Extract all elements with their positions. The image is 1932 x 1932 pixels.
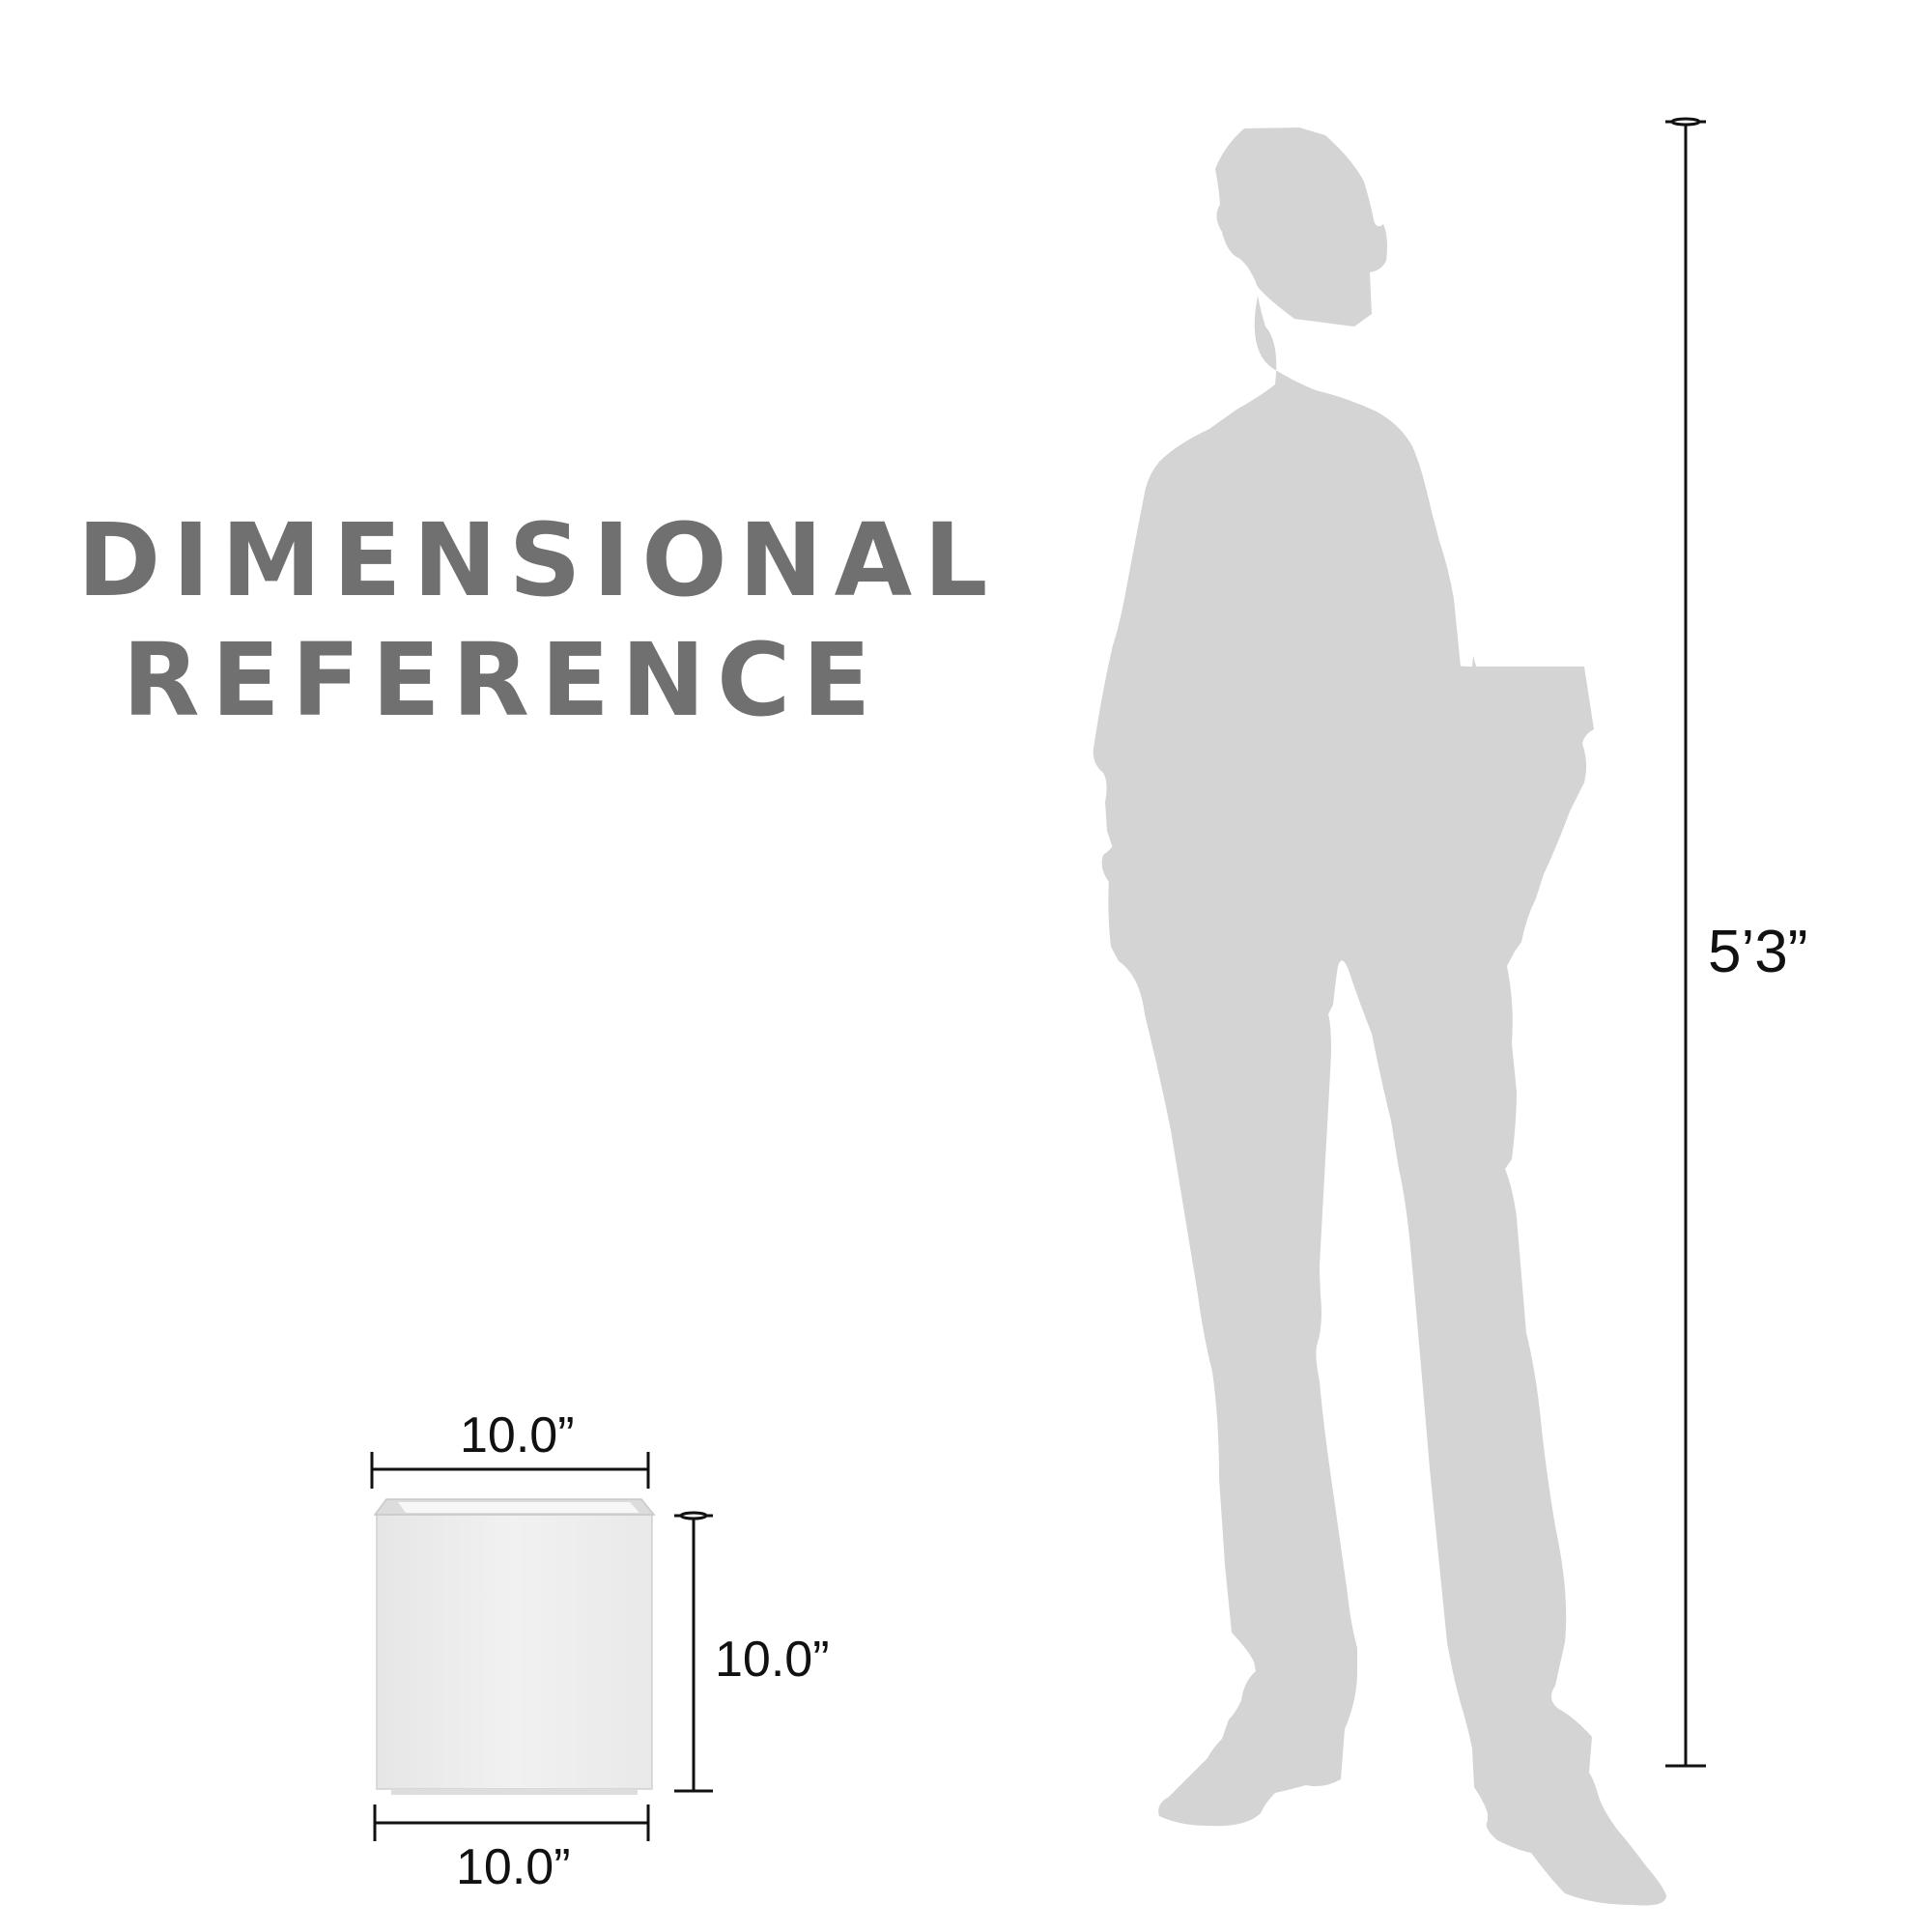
planter-top-width-dimension	[370, 1452, 650, 1489]
square-planter-icon	[373, 1498, 656, 1795]
planter-height-label: 10.0”	[715, 1632, 830, 1688]
title-line-1: DIMENSIONAL	[77, 501, 1000, 619]
planter-top-width-label: 10.0”	[460, 1407, 575, 1463]
title-line-2: REFERENCE	[122, 621, 883, 739]
person-height-label: 5’3”	[1708, 919, 1808, 985]
planter-height-dimension	[674, 1511, 713, 1793]
person-height-top-knob	[1670, 117, 1701, 127]
planter-inner	[398, 1502, 639, 1513]
person-torso	[1094, 296, 1468, 749]
planter-bottom-width-label: 10.0”	[456, 1839, 571, 1895]
planter-base	[391, 1789, 638, 1795]
person-legs	[1093, 645, 1666, 1906]
planter-body	[376, 1514, 653, 1790]
planter-bottom-width-dimension	[373, 1804, 650, 1841]
person-head	[1215, 128, 1387, 327]
person-height-dimension	[1665, 117, 1706, 1768]
planter-height-top-knob	[679, 1511, 708, 1520]
person-silhouette-icon	[1093, 128, 1666, 1906]
